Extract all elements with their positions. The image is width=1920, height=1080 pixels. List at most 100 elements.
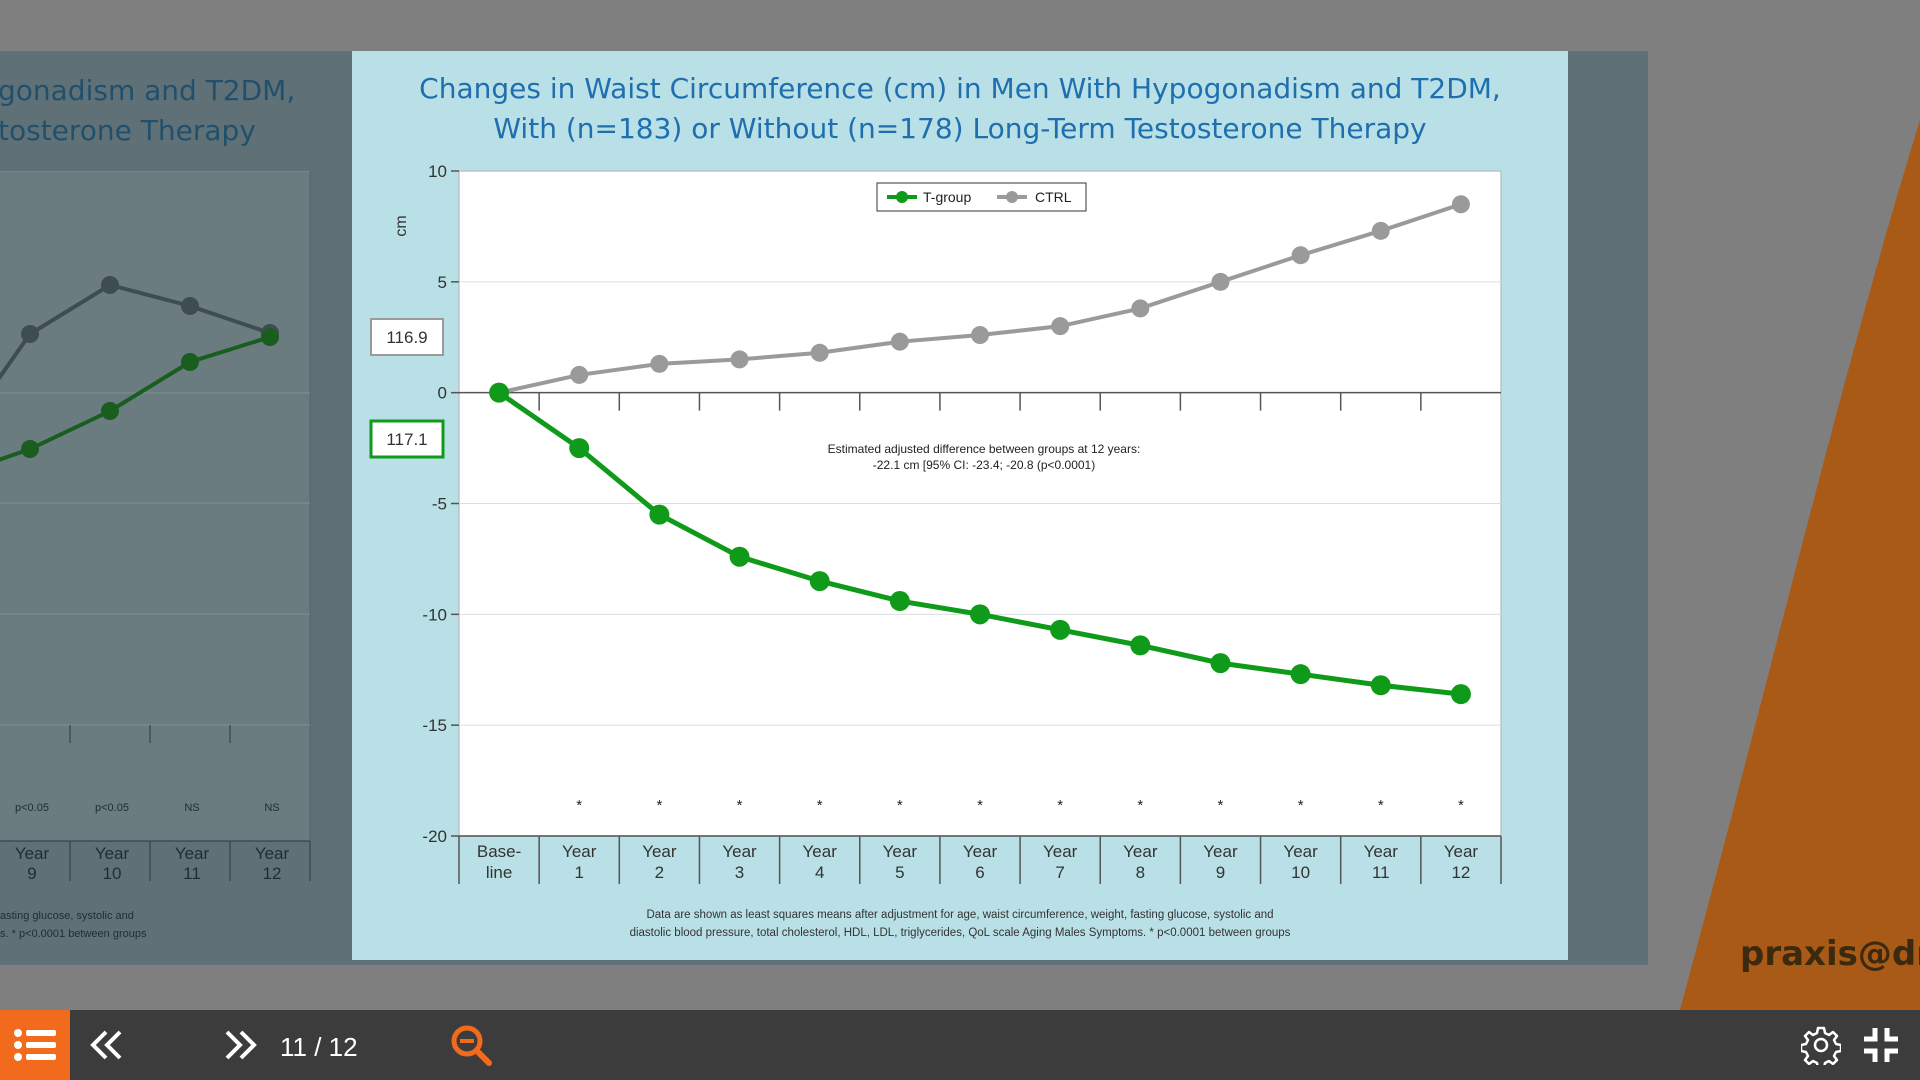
- category-label: Year: [803, 842, 838, 861]
- category-label: 7: [1055, 863, 1064, 882]
- gear-icon: [1801, 1026, 1841, 1065]
- corner-stroke: [1864, 1048, 1878, 1062]
- category-label: 12: [1451, 863, 1470, 882]
- category-label: 6: [975, 863, 984, 882]
- previous-ctrl-point: [101, 276, 119, 294]
- category-label: 9: [1216, 863, 1225, 882]
- tgroup-data-point: [1370, 675, 1391, 696]
- tgroup-data-point: [1130, 635, 1151, 656]
- difference-annotation-line-1: Estimated adjusted difference between gr…: [828, 442, 1141, 456]
- previous-pvalue: NS: [264, 802, 279, 814]
- zoom-handle: [474, 1048, 492, 1066]
- menu-list-button[interactable]: [0, 1010, 70, 1080]
- tgroup-baseline-value: 117.1: [386, 430, 427, 449]
- category-label: Year: [1203, 842, 1238, 861]
- legend-ctrl-label: CTRL: [1035, 189, 1072, 205]
- category-label: Base-: [477, 842, 521, 861]
- tgroup-baseline-box: [369, 419, 445, 459]
- category-label: Year: [1364, 842, 1399, 861]
- previous-category-label: 12: [263, 864, 282, 881]
- category-label: 11: [1372, 863, 1390, 882]
- category-label: Year: [1283, 842, 1318, 861]
- significance-star: *: [1298, 797, 1304, 814]
- corner-stroke: [1884, 1048, 1898, 1062]
- previous-category-label: 11: [183, 864, 201, 881]
- previous-slide-button[interactable]: [82, 1020, 132, 1070]
- category-label: Year: [883, 842, 918, 861]
- chevron-stroke: [239, 1030, 257, 1060]
- orange-accent-shape: [1680, 120, 1920, 1010]
- zoom-out-button[interactable]: [446, 1020, 496, 1070]
- ctrl-data-point: [1051, 317, 1070, 336]
- y-tick-label: -10: [422, 605, 447, 624]
- significance-star: *: [656, 797, 662, 814]
- y-tick-label: -15: [422, 716, 447, 735]
- chevron-stroke: [225, 1030, 243, 1060]
- category-label: Year: [722, 842, 757, 861]
- tgroup-data-point: [1450, 684, 1471, 705]
- category-label: line: [486, 863, 512, 882]
- ctrl-data-point: [971, 326, 989, 345]
- tgroup-data-point: [649, 504, 670, 525]
- brand-email: praxis@dr: [1740, 934, 1920, 974]
- exit-fullscreen-button[interactable]: [1856, 1020, 1906, 1070]
- waist-circumference-chart: 10 5 0 -5 -10 -15 -20 cm 116.9 117.1 T-group C…: [369, 162, 1502, 884]
- double-chevron-left-icon: [90, 1030, 122, 1060]
- ctrl-data-point: [890, 332, 909, 351]
- ctrl-data-point: [1211, 272, 1230, 291]
- significance-star: *: [576, 797, 582, 814]
- previous-ctrl-point: [181, 297, 199, 315]
- bottom-toolbar: 11 / 12: [0, 1010, 1920, 1080]
- next-slide-button[interactable]: [215, 1020, 265, 1070]
- chart-axes: 10 5 0 -5 -10 -15 -20: [422, 162, 1502, 884]
- chart-grid: [458, 170, 1502, 837]
- settings-button[interactable]: [1796, 1020, 1846, 1070]
- category-label: Year: [562, 842, 597, 861]
- significance-star: *: [1218, 797, 1224, 814]
- previous-pvalue: p<0.05: [95, 802, 129, 814]
- ctrl-data-point: [730, 350, 749, 369]
- previous-tgroup-point: [181, 353, 199, 371]
- previous-category-label: Year: [175, 844, 210, 863]
- tgroup-data-point: [729, 546, 750, 567]
- ctrl-data-point: [650, 354, 669, 373]
- accent-shape-fill: [1680, 120, 1920, 1010]
- ctrl-data-point: [1131, 299, 1150, 318]
- significance-markers: * * * * * * * * * * * *: [576, 797, 1464, 814]
- ctrl-data-point: [1291, 246, 1310, 265]
- y-tick-label: 10: [428, 162, 447, 181]
- significance-star: *: [1057, 797, 1063, 814]
- ctrl-baseline-box: [370, 318, 444, 356]
- tgroup-data-point: [970, 604, 990, 625]
- category-label: Year: [1444, 842, 1479, 861]
- tgroup-data-point: [1290, 664, 1311, 685]
- significance-star: *: [737, 797, 743, 814]
- category-label: 10: [1291, 863, 1310, 882]
- tgroup-data-point: [809, 571, 830, 592]
- significance-star: *: [1137, 797, 1143, 814]
- category-label: 4: [815, 863, 824, 882]
- x-axis-labels: Base-line Year 1 Year 2 Year 3 Year 4 Year 5 Year 6 Y…: [477, 842, 1479, 882]
- corner-stroke: [1864, 1028, 1878, 1042]
- previous-category-label: Year: [95, 844, 130, 863]
- difference-annotation-line-2: -22.1 cm [95% CI: -23.4; -20.8 (p<0.0001…: [873, 458, 1095, 472]
- category-label: 3: [735, 863, 744, 882]
- previous-category-label: Year: [255, 844, 290, 863]
- ctrl-baseline-value: 116.9: [386, 328, 427, 347]
- category-label: 5: [895, 863, 904, 882]
- double-chevron-right-icon: [225, 1030, 257, 1060]
- page-indicator: 11 / 12: [280, 1032, 358, 1062]
- gear-outline: [1801, 1026, 1841, 1065]
- ctrl-data-point: [1451, 195, 1470, 214]
- previous-pvalue: p<0.05: [15, 802, 49, 814]
- ctrl-data-point: [810, 343, 829, 362]
- legend-tgroup-marker: [896, 191, 908, 203]
- y-axis-label: cm: [393, 215, 410, 236]
- category-label: 1: [574, 863, 583, 882]
- list-icon-bar: [26, 1042, 56, 1048]
- previous-plot-area: [0, 171, 310, 841]
- significance-star: *: [1378, 797, 1384, 814]
- tgroup-data-point: [569, 438, 590, 459]
- previous-pvalue: NS: [184, 802, 199, 814]
- previous-tgroup-point: [261, 328, 279, 346]
